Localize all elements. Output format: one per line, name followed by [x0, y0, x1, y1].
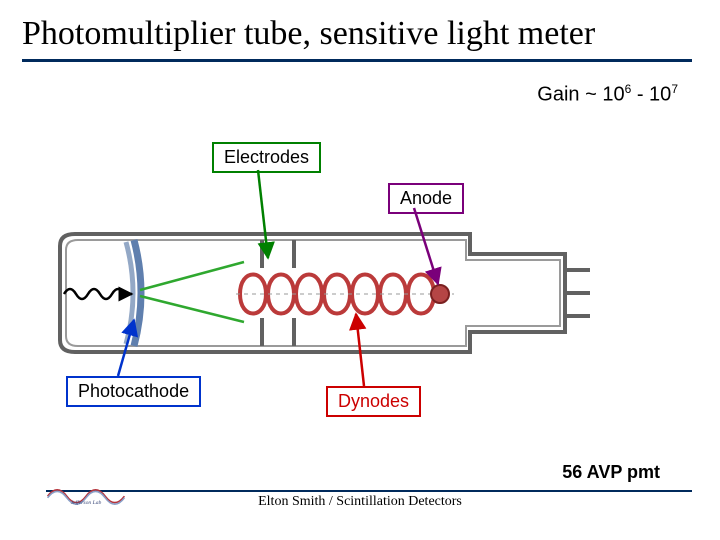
footer-rule — [46, 490, 692, 492]
pmt-model-caption: 56 AVP pmt — [562, 462, 660, 483]
anode-dot — [431, 285, 449, 303]
footer-text: Elton Smith / Scintillation Detectors — [0, 494, 720, 510]
pmt-diagram — [0, 0, 720, 540]
